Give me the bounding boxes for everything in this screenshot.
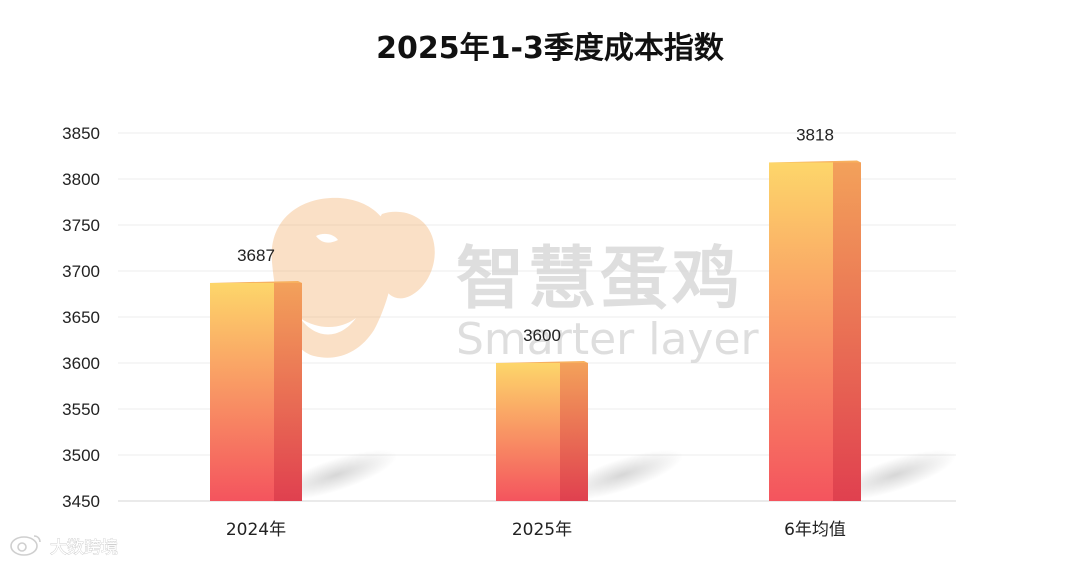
y-tick-label: 3850	[62, 124, 100, 143]
y-tick-label: 3550	[62, 400, 100, 419]
y-tick-label: 3600	[62, 354, 100, 373]
data-label: 3600	[523, 326, 561, 345]
y-tick-label: 3700	[62, 262, 100, 281]
data-label: 3687	[237, 246, 275, 265]
y-tick-label: 3750	[62, 216, 100, 235]
bar-group: 3600	[496, 326, 684, 501]
bar	[496, 363, 560, 501]
bar-group: 3818	[769, 125, 957, 501]
watermark-en: Smarter layer	[456, 314, 760, 365]
bars: 3687 3600 3818	[210, 125, 957, 501]
source-label: 大数跨境	[50, 538, 118, 558]
bar-shadow	[274, 450, 398, 500]
bar-side	[274, 282, 302, 501]
bar-shadow	[560, 450, 684, 500]
x-tick-label: 2024年	[226, 520, 286, 540]
watermark-cn: 智慧蛋鸡	[456, 240, 744, 319]
source-mark: 大数跨境	[10, 535, 118, 558]
y-axis: 3450 3500 3550 3600 3650 3700 3750 3800 3850	[62, 124, 100, 511]
watermark: 智慧蛋鸡 Smarter layer	[271, 197, 760, 365]
x-axis: 2024年 2025年 6年均值	[226, 520, 846, 540]
bar-side	[833, 162, 861, 501]
x-tick-label: 6年均值	[784, 520, 846, 540]
bar-shadow	[833, 450, 957, 500]
x-tick-label: 2025年	[512, 520, 572, 540]
y-tick-label: 3450	[62, 492, 100, 511]
y-tick-label: 3800	[62, 170, 100, 189]
watermark-logo	[271, 197, 435, 358]
bar-group: 3687	[210, 246, 398, 501]
chart-title: 2025年1-3季度成本指数	[376, 31, 725, 66]
bar	[210, 282, 274, 501]
y-tick-label: 3650	[62, 308, 100, 327]
weibo-icon	[10, 535, 41, 556]
bar	[769, 162, 833, 501]
y-tick-label: 3500	[62, 446, 100, 465]
data-label: 3818	[796, 125, 834, 144]
bar-side	[560, 363, 588, 501]
